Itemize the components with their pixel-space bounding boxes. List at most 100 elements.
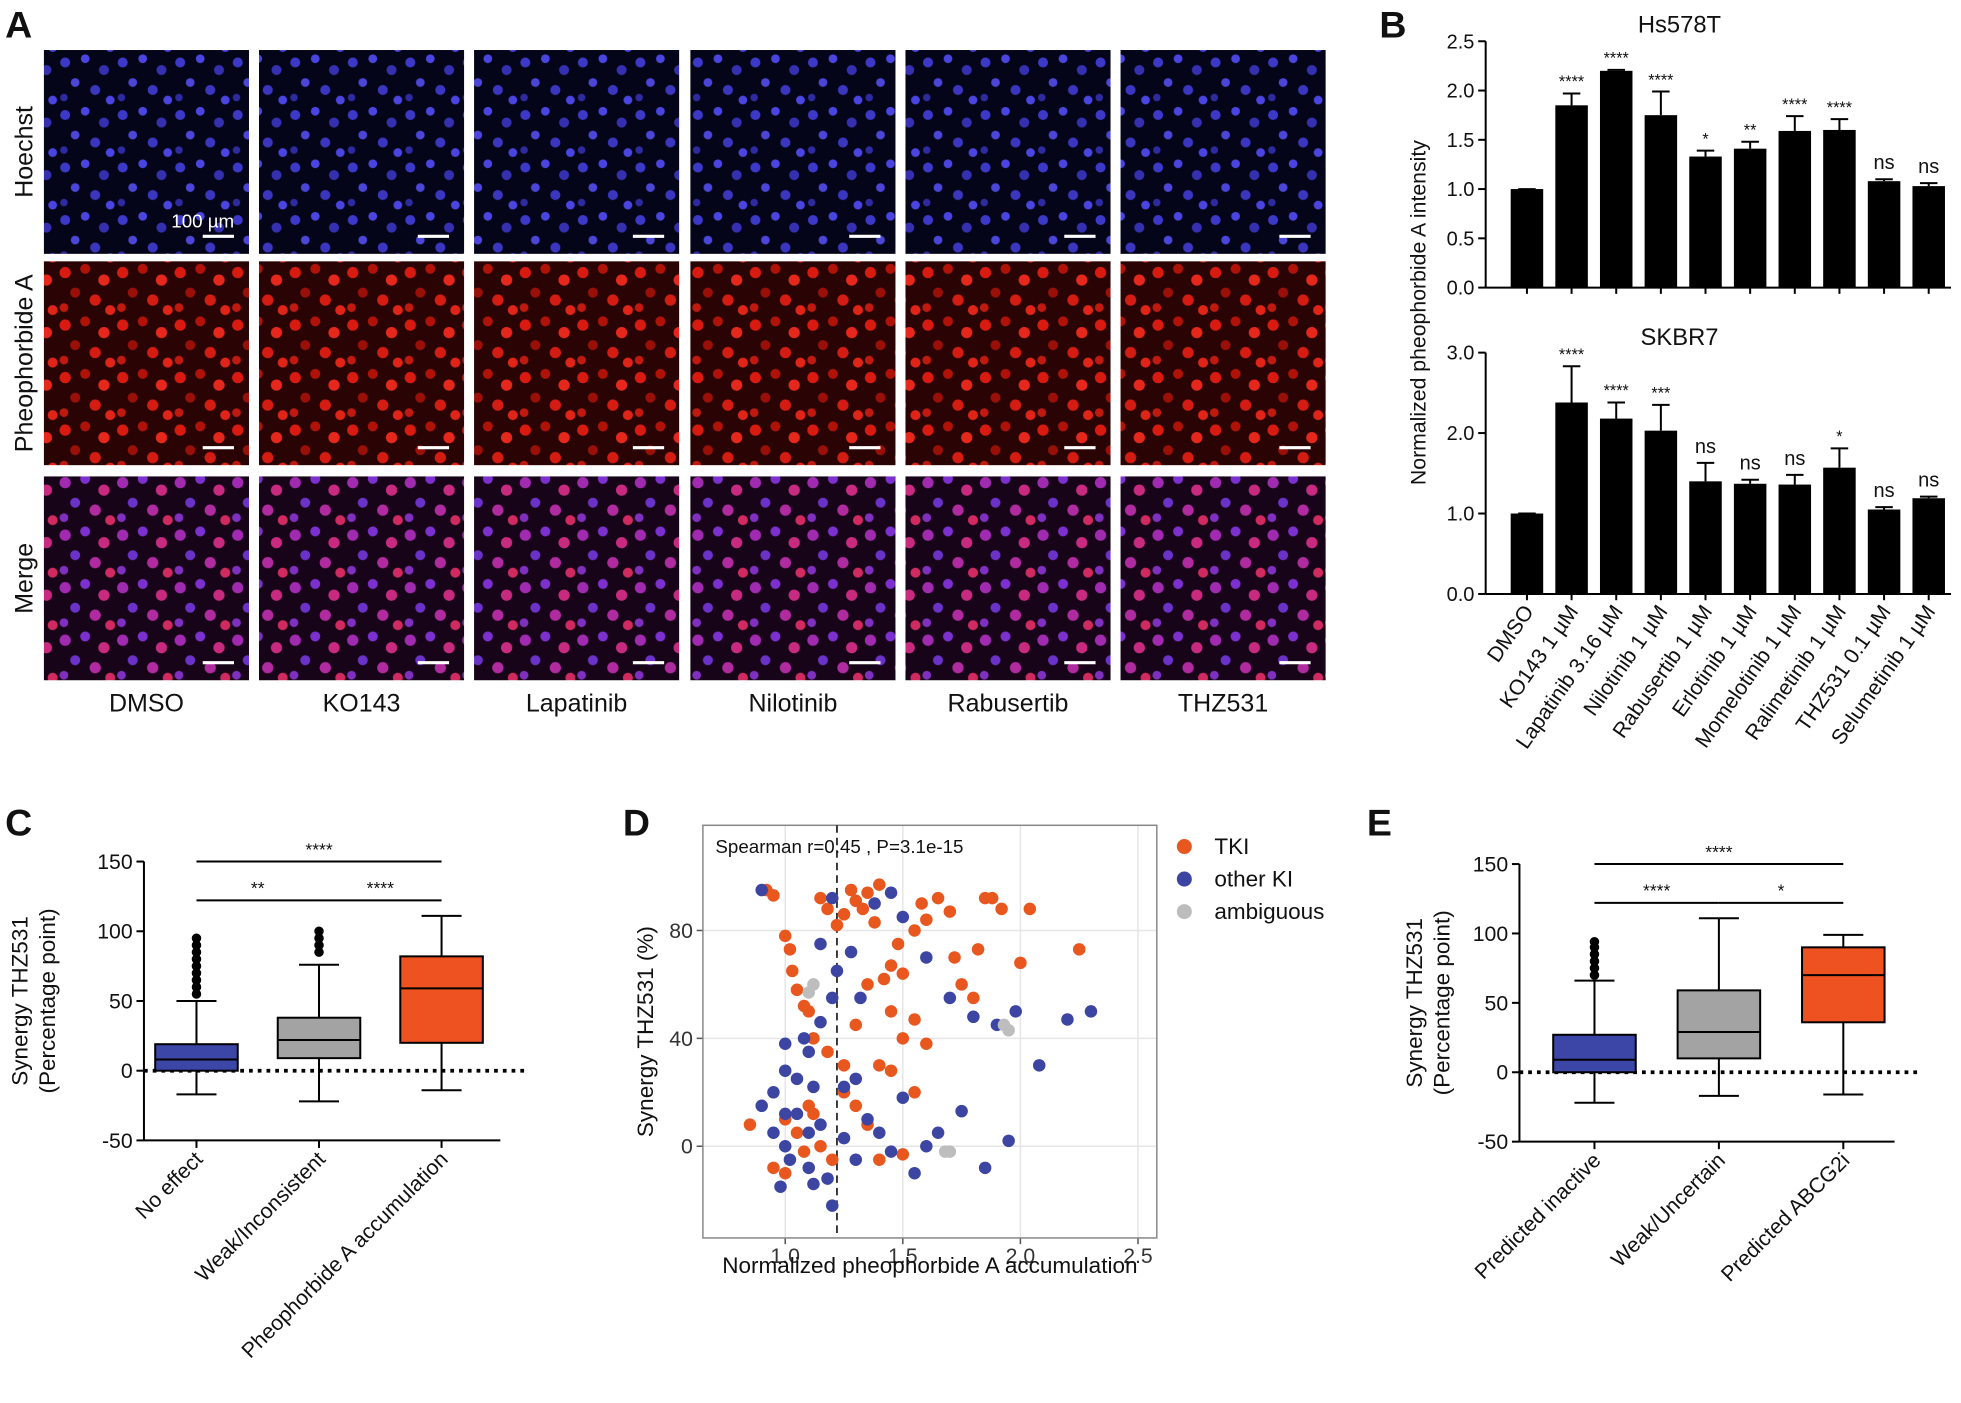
- point: [861, 1113, 874, 1126]
- point: [873, 1153, 886, 1166]
- point: [783, 943, 797, 956]
- legend-swatch: [1176, 839, 1192, 855]
- micrograph: [258, 261, 465, 466]
- point: [955, 978, 968, 991]
- outlier: [1589, 949, 1600, 960]
- bar: [1510, 189, 1544, 288]
- point: [849, 1153, 863, 1166]
- legend-label: TKI: [1214, 834, 1249, 859]
- point: [1002, 1134, 1015, 1148]
- outlier: [191, 989, 202, 999]
- significance-label: ***: [1651, 385, 1671, 403]
- y-tick-label: 80: [669, 919, 693, 943]
- point: [837, 908, 851, 921]
- outlier: [191, 982, 202, 992]
- box: [1676, 989, 1762, 1060]
- error-bar: [1786, 473, 1804, 485]
- point: [778, 1139, 792, 1153]
- row-label: Hoechst: [11, 106, 39, 198]
- point: [873, 1059, 886, 1072]
- point: [814, 891, 827, 905]
- point: [931, 1126, 945, 1140]
- bar: [1867, 181, 1901, 288]
- bar: [1689, 156, 1722, 288]
- point: [778, 929, 792, 943]
- error-bar: [1830, 447, 1849, 468]
- point: [985, 891, 999, 905]
- bar: [1912, 498, 1945, 594]
- point: [891, 937, 905, 951]
- point: [774, 1180, 787, 1193]
- point: [814, 1118, 827, 1131]
- significance-label: *: [1702, 130, 1709, 148]
- point: [920, 1139, 933, 1153]
- point: [1014, 956, 1027, 970]
- bar: [1644, 115, 1678, 288]
- bar: [1733, 148, 1767, 288]
- panel-letter: A: [5, 4, 32, 46]
- error-bar: [1652, 90, 1670, 116]
- significance-label: ns: [1874, 480, 1895, 502]
- point: [790, 1072, 804, 1086]
- point: [821, 1172, 834, 1185]
- point: [943, 905, 957, 918]
- plot-border: [702, 824, 1158, 1239]
- point: [920, 1037, 933, 1051]
- micrograph: [43, 261, 249, 466]
- x-tick-label: 2.0: [1006, 1244, 1036, 1268]
- error-bar: [1741, 140, 1759, 149]
- y-tick-label: 100: [1473, 922, 1508, 946]
- error-bar: [1607, 401, 1625, 419]
- point: [938, 1145, 952, 1158]
- bar: [1778, 484, 1812, 594]
- point: [948, 951, 961, 964]
- point: [821, 1045, 834, 1059]
- point: [856, 902, 870, 916]
- x-tick-label: 1.0: [770, 1244, 800, 1268]
- point: [814, 1139, 827, 1153]
- significance-label: ****: [1648, 71, 1674, 89]
- point: [884, 1064, 898, 1077]
- point: [896, 1091, 910, 1104]
- error-bar: [1652, 403, 1670, 431]
- micrograph: [905, 50, 1111, 254]
- error-bar: [1696, 149, 1715, 157]
- x-tick-label: Predicted ABCG2i: [1716, 1148, 1854, 1286]
- significance-label: *: [1836, 428, 1843, 446]
- outlier: [191, 940, 202, 950]
- whisker: [176, 1070, 217, 1096]
- point: [837, 1080, 851, 1094]
- error-bar: [1607, 68, 1625, 71]
- y-tick-label: -50: [1477, 1130, 1508, 1154]
- point: [920, 913, 933, 926]
- panel-letter: D: [623, 801, 650, 843]
- point: [849, 1018, 863, 1032]
- point: [830, 964, 844, 978]
- point: [1009, 1005, 1022, 1018]
- row-label: Merge: [11, 543, 39, 614]
- box: [399, 955, 484, 1044]
- point: [807, 1177, 820, 1191]
- point: [755, 1099, 768, 1113]
- point: [1023, 902, 1037, 916]
- significance-label: ****: [305, 839, 332, 859]
- outlier: [1589, 937, 1600, 947]
- significance-label: ns: [1918, 156, 1939, 178]
- point: [1084, 1005, 1098, 1018]
- micrograph: [1120, 50, 1326, 254]
- error-bar: [1696, 461, 1715, 482]
- whisker: [1574, 1072, 1615, 1104]
- point: [830, 918, 844, 932]
- y-tick-label: 0.5: [1447, 228, 1475, 250]
- bar: [1599, 418, 1633, 594]
- error-bar: [1830, 118, 1849, 130]
- whisker: [176, 999, 217, 1045]
- point: [837, 1059, 851, 1072]
- row-label: Pheophorbide A: [11, 274, 39, 452]
- outlier: [314, 947, 324, 957]
- error-bar: [1562, 92, 1581, 106]
- point: [767, 1161, 780, 1175]
- point: [920, 951, 933, 964]
- point: [884, 959, 898, 972]
- error-bar: [1786, 115, 1804, 131]
